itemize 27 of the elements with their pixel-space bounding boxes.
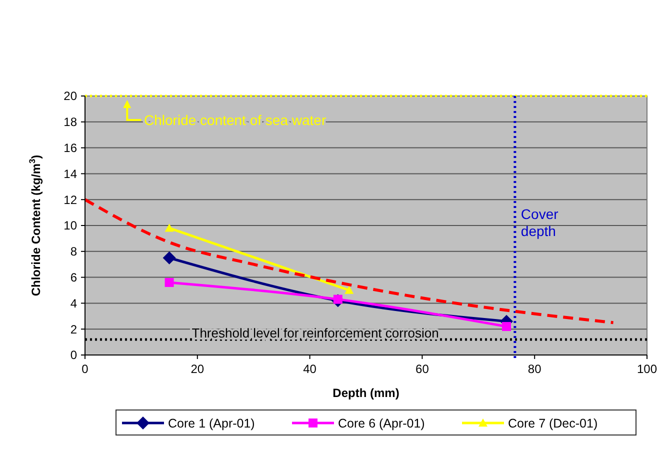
- y-tick-label: 16: [64, 141, 78, 155]
- line-series: [84, 198, 615, 324]
- y-tick-label: 8: [70, 244, 78, 259]
- y-tick-label: 18: [64, 115, 78, 130]
- y-tick-label: 2: [70, 322, 78, 336]
- y-tick-label: 0: [70, 348, 78, 362]
- x-tick-label: 100: [636, 362, 658, 376]
- y-tick-label: 14: [64, 166, 78, 181]
- ref-line-label: Cover depth: [520, 206, 559, 240]
- point: [502, 322, 511, 332]
- y-tick-label: 4: [70, 296, 78, 310]
- x-tick-label: 60: [416, 362, 430, 376]
- x-axis-title: Depth (mm): [332, 386, 400, 400]
- y-tick-label: 20: [64, 89, 78, 104]
- point: [164, 278, 174, 287]
- point: [162, 251, 176, 264]
- y-tick-label: 6: [70, 270, 78, 284]
- legend-label: Core 7 (Dec-01): [508, 416, 598, 430]
- legend-label: Core 1 (Apr-01): [168, 416, 255, 430]
- x-tick-label: 40: [303, 362, 317, 376]
- ref-line-label: Threshold level for reinforcement corrosion: [192, 325, 439, 340]
- y-tick-label: 10: [64, 218, 78, 233]
- legend-label: Core 6 (Apr-01): [338, 416, 425, 430]
- y-tick-label: 12: [64, 192, 78, 207]
- x-tick-label: 0: [82, 362, 89, 376]
- x-tick-label: 20: [190, 362, 204, 376]
- x-tick-label: 80: [528, 362, 542, 376]
